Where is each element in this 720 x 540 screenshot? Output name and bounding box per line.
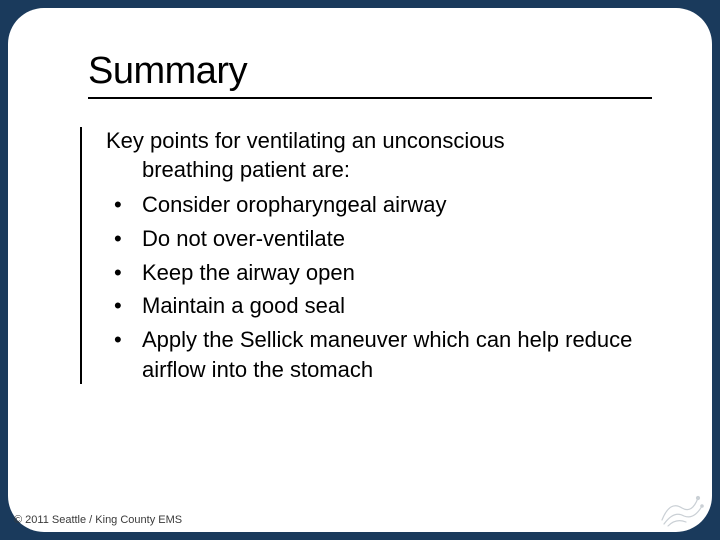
list-item: Maintain a good seal <box>106 291 652 321</box>
list-item: Consider oropharyngeal airway <box>106 190 652 220</box>
intro-line-1: Key points for ventilating an unconsciou… <box>106 128 505 153</box>
bullet-list: Consider oropharyngeal airway Do not ove… <box>106 190 652 384</box>
intro-text: Key points for ventilating an unconsciou… <box>106 127 652 184</box>
decorative-swirl-icon <box>658 490 706 530</box>
slide-title: Summary <box>88 50 652 99</box>
intro-line-2: breathing patient are: <box>106 156 652 185</box>
content-block: Key points for ventilating an unconsciou… <box>80 127 652 384</box>
list-item: Apply the Sellick maneuver which can hel… <box>106 325 652 384</box>
copyright-footer: © 2011 Seattle / King County EMS <box>14 514 182 526</box>
list-item: Do not over-ventilate <box>106 224 652 254</box>
list-item: Keep the airway open <box>106 258 652 288</box>
slide-card: Summary Key points for ventilating an un… <box>8 8 712 532</box>
